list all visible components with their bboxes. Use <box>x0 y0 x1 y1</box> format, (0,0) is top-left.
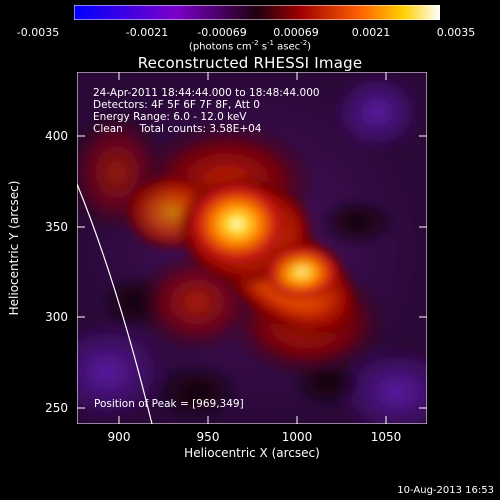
y-tick: 350 <box>45 220 68 234</box>
x-tick: 900 <box>107 430 131 444</box>
energy-range: Energy Range: 6.0 - 12.0 keV <box>93 111 247 123</box>
image-title: Reconstructed RHESSI Image <box>137 54 363 72</box>
y-tick: 250 <box>45 401 68 415</box>
colorbar-tick: 0.0035 <box>436 26 476 39</box>
x-tick: 1000 <box>281 430 313 444</box>
y-tick: 300 <box>45 310 68 324</box>
x-tick: 1050 <box>370 430 402 444</box>
x-axis-label: Heliocentric X (arcsec) <box>184 446 320 460</box>
colorbar-tick: 0.0021 <box>351 26 391 39</box>
solar-limb <box>77 183 153 424</box>
colorbar-tick: -0.00069 <box>197 26 247 39</box>
peak-position: Position of Peak = [969,349] <box>94 398 244 410</box>
observation-info: 24-Apr-2011 18:44:44.000 to 18:48:44.000… <box>93 87 320 135</box>
colorbar-tick: 0.00069 <box>273 26 319 39</box>
y-axis-label: Heliocentric Y (arcsec) <box>7 180 21 316</box>
date-stamp: 10-Aug-2013 16:53 <box>397 485 494 496</box>
y-tick: 400 <box>45 129 68 143</box>
time-range: 24-Apr-2011 18:44:44.000 to 18:48:44.000 <box>93 87 320 99</box>
x-tick: 950 <box>196 430 220 444</box>
colorbar-tick: -0.0035 <box>16 26 60 39</box>
colorbar <box>74 5 440 20</box>
colorbar-unit: (photons cm-2 s-1 asec-2) <box>188 39 312 53</box>
method-counts: Clean Total counts: 3.58E+04 <box>93 123 262 135</box>
colorbar-tick: -0.0021 <box>125 26 169 39</box>
detectors: Detectors: 4F 5F 6F 7F 8F, Att 0 <box>93 99 260 111</box>
rhessi-image <box>77 72 427 424</box>
